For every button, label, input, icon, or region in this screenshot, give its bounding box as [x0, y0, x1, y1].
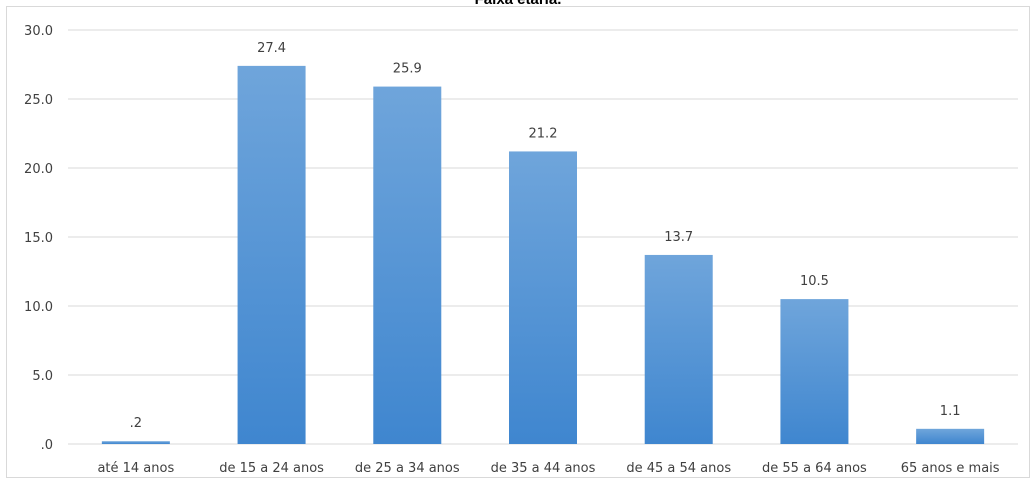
data-label: 21.2: [529, 126, 558, 141]
y-tick-label: 5.0: [32, 369, 53, 384]
y-tick-label: .0: [41, 438, 53, 453]
bar: [101, 441, 170, 444]
data-label: 13.7: [664, 230, 693, 245]
data-label: 27.4: [257, 41, 286, 56]
data-label: 1.1: [940, 404, 961, 419]
y-tick-label: 10.0: [24, 300, 53, 315]
bar: [644, 254, 713, 444]
chart-frame: [6, 6, 1030, 478]
x-tick-label: de 45 a 54 anos: [626, 461, 731, 476]
x-tick-label: de 15 a 24 anos: [219, 461, 324, 476]
y-tick-label: 20.0: [24, 162, 53, 177]
x-tick-label: de 25 a 34 anos: [355, 461, 460, 476]
x-tick-label: 65 anos e mais: [901, 461, 1000, 476]
bar: [509, 151, 577, 444]
data-label: 10.5: [800, 274, 829, 289]
bar: [237, 65, 306, 444]
bar: [916, 428, 985, 444]
y-tick-label: 25.0: [24, 93, 53, 108]
x-tick-label: de 35 a 44 anos: [491, 461, 596, 476]
bar: [373, 86, 442, 444]
data-label: .2: [130, 416, 142, 431]
x-tick-label: de 55 a 64 anos: [762, 461, 867, 476]
chart-title: Faixa etária.: [0, 0, 1036, 8]
bar: [780, 299, 849, 444]
data-label: 25.9: [393, 62, 422, 77]
x-tick-label: até 14 anos: [97, 461, 174, 476]
y-tick-label: 15.0: [24, 231, 53, 246]
y-tick-label: 30.0: [24, 24, 53, 39]
